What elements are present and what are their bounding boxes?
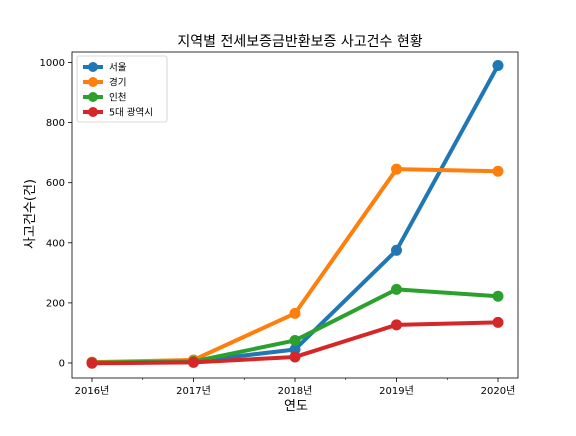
y-axis-title: 사고건수(건)	[23, 179, 38, 249]
data-point	[492, 290, 504, 302]
data-point	[391, 244, 402, 256]
data-point	[289, 351, 301, 363]
legend-label: 서울	[109, 63, 127, 74]
data-point	[391, 283, 402, 295]
axes: 0 200 400 600 800 1000 2016년 2017년 2018년 2019년 202…	[40, 51, 519, 397]
chart-title: 지역별 전세보증금반환보증 사고건수 현황	[177, 34, 422, 50]
legend-marker	[88, 62, 98, 72]
x-tick-label: 2017년	[176, 385, 211, 397]
x-axis-title: 연도	[284, 399, 308, 414]
data-point	[391, 163, 402, 175]
legend-marker	[88, 77, 98, 87]
data-point	[492, 316, 504, 328]
series-lines	[86, 60, 504, 369]
data-point	[492, 165, 504, 177]
legend-label: 인천	[109, 93, 126, 104]
data-point	[86, 357, 98, 369]
legend-marker	[88, 92, 98, 102]
series-line	[90, 167, 500, 365]
x-tick-label: 2020년	[481, 385, 516, 397]
data-point	[289, 307, 301, 319]
data-point	[188, 356, 199, 368]
y-tick-label: 0	[59, 358, 65, 369]
series-4	[86, 316, 504, 369]
y-tick-label: 1000	[40, 58, 65, 69]
y-tick-label: 200	[46, 298, 65, 309]
y-tick-label: 600	[46, 178, 65, 189]
data-point	[289, 334, 301, 346]
x-tick-label: 2018년	[278, 385, 313, 397]
x-tick-label: 2019년	[379, 385, 414, 397]
y-tick-label: 400	[46, 238, 65, 249]
data-point	[391, 319, 402, 331]
legend-label: 경기	[109, 77, 126, 89]
legend-label: 5대 광역시	[109, 107, 153, 119]
legend-marker	[88, 107, 98, 117]
x-tick-label: 2016년	[75, 385, 110, 397]
legend-frame	[76, 55, 168, 123]
data-point	[492, 60, 504, 72]
y-tick-label: 800	[46, 118, 65, 129]
